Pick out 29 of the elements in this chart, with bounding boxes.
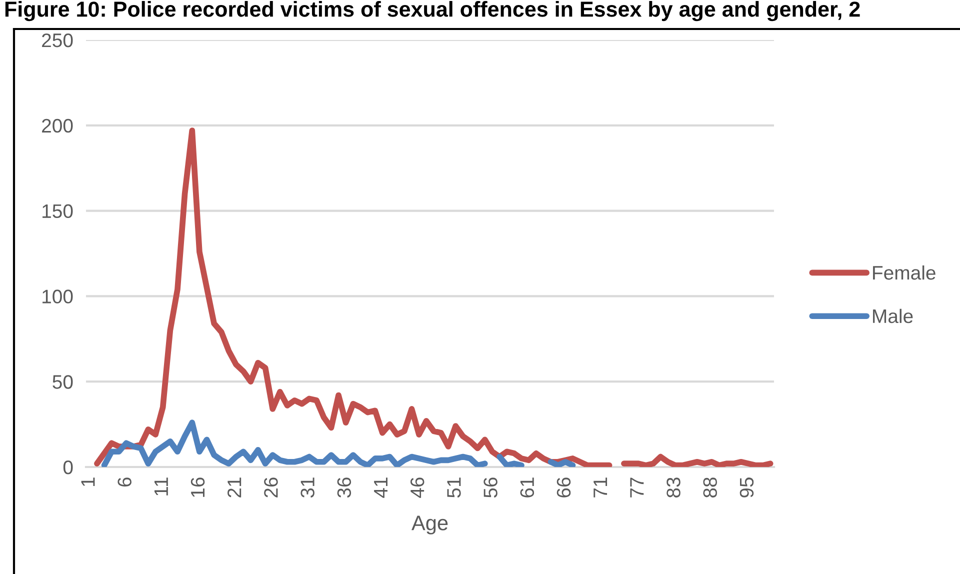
y-tick-label: 250: [42, 33, 73, 48]
x-tick-label: 77: [630, 478, 644, 498]
x-tick-label: 56: [484, 478, 498, 498]
x-tick-label: 46: [410, 478, 424, 498]
x-tick-label: 11: [154, 478, 168, 496]
y-tick-label: 50: [52, 375, 73, 389]
x-tick-label: 51: [447, 478, 461, 498]
x-tick-label: 66: [556, 478, 571, 498]
x-tick-label: 31: [300, 478, 314, 498]
y-tick-label: 0: [63, 460, 73, 474]
legend-label: Male: [873, 308, 913, 324]
x-tick-label: 16: [190, 478, 205, 497]
x-tick-label: 21: [227, 478, 242, 498]
x-tick-label: 61: [520, 478, 534, 498]
x-tick-label: 88: [703, 478, 718, 498]
legend-label: Female: [873, 265, 936, 280]
x-tick-label: 36: [337, 478, 352, 498]
x-tick-label: 6: [118, 478, 132, 487]
y-tick-label: 150: [42, 204, 73, 218]
x-tick-label: 26: [264, 478, 278, 498]
x-axis-title: Age: [412, 516, 448, 534]
x-tick-label: 1: [81, 478, 95, 486]
x-tick-label: 71: [594, 478, 608, 498]
x-tick-label: 95: [740, 478, 754, 498]
x-tick-label: 41: [374, 478, 388, 498]
x-tick-label: 83: [666, 478, 680, 498]
y-tick-label: 100: [42, 290, 73, 304]
y-tick-label: 200: [42, 118, 73, 133]
chart-title: Figure 10: Police recorded victims of sexual offences in Essex by age and gender, 2: [5, 1, 860, 22]
